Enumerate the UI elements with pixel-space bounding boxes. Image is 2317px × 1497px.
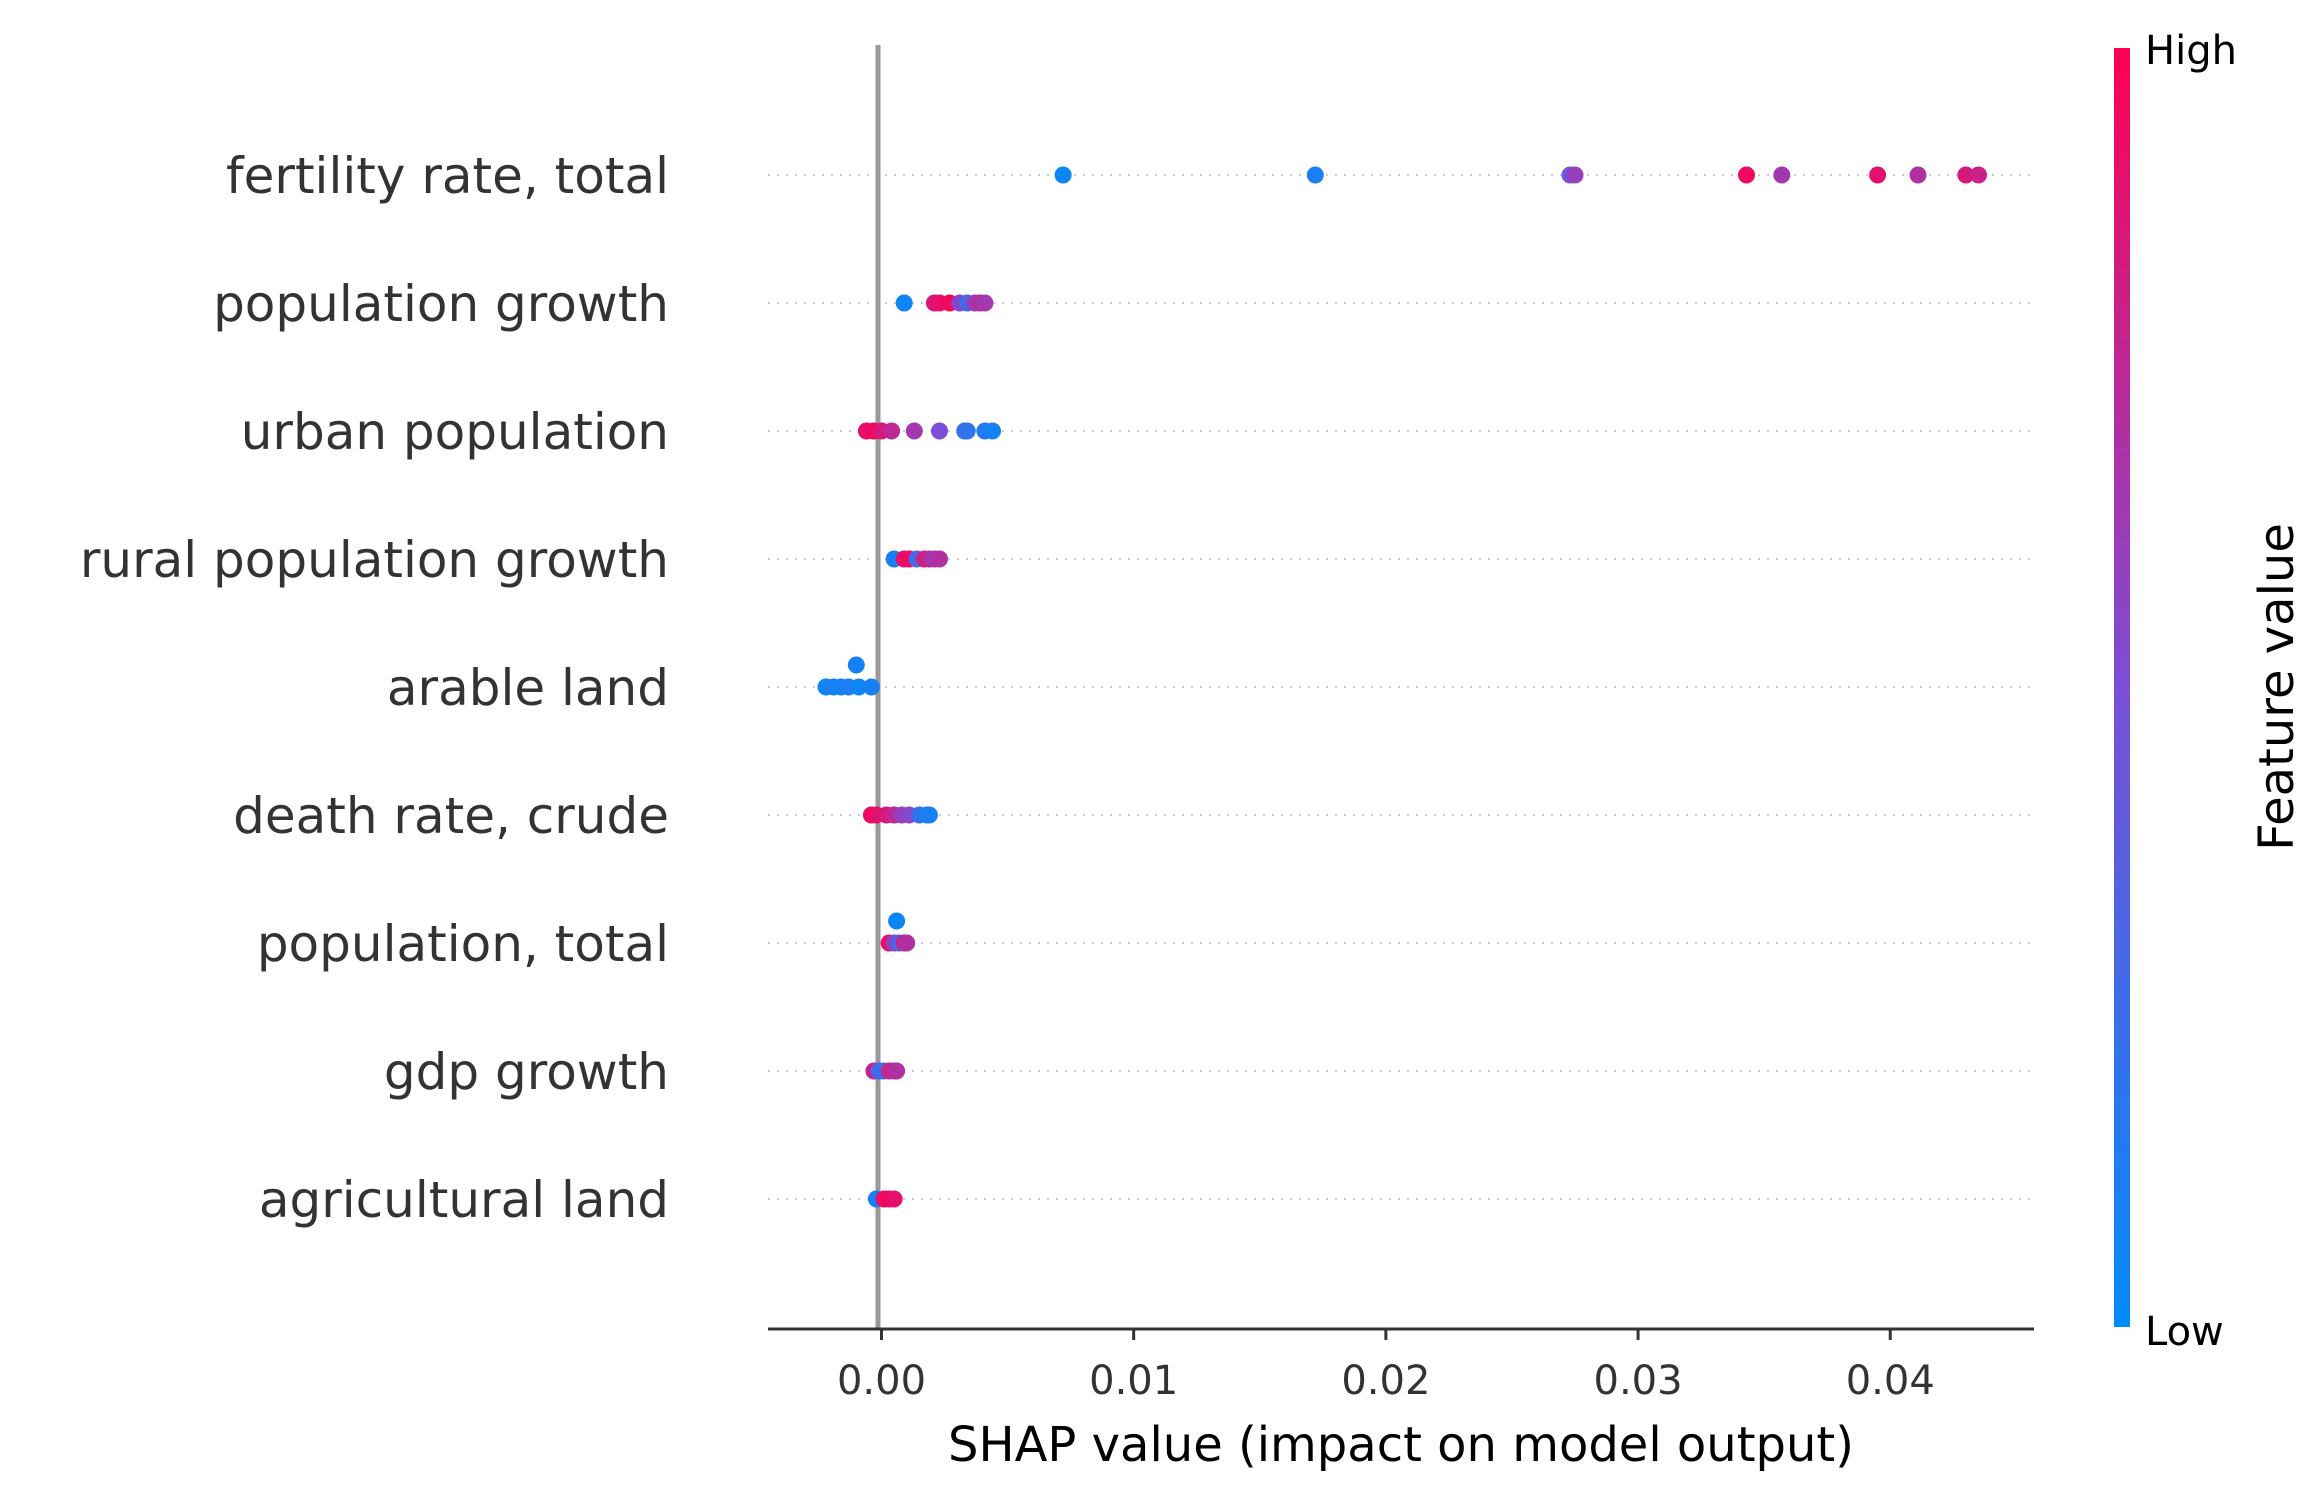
feature-label: gdp growth	[384, 1043, 669, 1101]
shap-point	[850, 678, 868, 696]
feature-label: population, total	[257, 915, 669, 973]
colorbar	[2114, 48, 2130, 1327]
shap-point	[984, 422, 1001, 440]
shap-point	[1909, 166, 1927, 184]
shap-point	[1957, 166, 1975, 184]
shap-point	[1970, 166, 1987, 184]
feature-labels: fertility rate, total population growth ur…	[80, 147, 669, 1229]
row-gridlines	[768, 174, 2034, 1200]
shap-point	[931, 422, 948, 440]
shap-point	[920, 806, 938, 824]
shap-point	[1869, 166, 1887, 184]
feature-label: death rate, crude	[233, 787, 669, 845]
shap-points	[817, 166, 1987, 1208]
shap-point	[888, 1062, 906, 1080]
x-tick-label: 0.00	[837, 1358, 926, 1404]
shap-point	[862, 678, 880, 696]
feature-label: arable land	[387, 659, 669, 717]
shap-point	[1306, 166, 1324, 184]
x-axis-ticks: 0.00 0.01 0.02 0.03 0.04	[837, 1329, 1935, 1404]
feature-label: fertility rate, total	[226, 147, 669, 205]
feature-label: agricultural land	[259, 1171, 669, 1229]
shap-point	[931, 550, 948, 568]
colorbar-title: Feature value	[2249, 523, 2305, 851]
feature-label: population growth	[213, 275, 669, 333]
shap-point	[1773, 166, 1791, 184]
shap-point	[958, 422, 976, 440]
shap-point	[1566, 166, 1584, 184]
shap-point	[905, 422, 923, 440]
x-tick-label: 0.03	[1594, 1358, 1683, 1404]
feature-label: urban population	[241, 403, 669, 461]
colorbar-low-label: Low	[2145, 1309, 2224, 1355]
x-tick-label: 0.01	[1089, 1358, 1178, 1404]
colorbar-high-label: High	[2145, 28, 2237, 74]
x-tick-label: 0.04	[1846, 1358, 1935, 1404]
shap-point	[1054, 166, 1072, 184]
shap-point	[895, 294, 913, 312]
x-tick-label: 0.02	[1341, 1358, 1430, 1404]
shap-point	[883, 422, 901, 440]
x-axis-label: SHAP value (impact on model output)	[948, 1417, 1854, 1473]
shap-point	[898, 934, 916, 952]
shap-point	[888, 912, 906, 930]
feature-label: rural population growth	[80, 531, 669, 589]
shap-point	[1738, 166, 1755, 184]
shap-point	[976, 294, 994, 312]
shap-point	[847, 656, 865, 674]
shap-point	[885, 1190, 903, 1208]
